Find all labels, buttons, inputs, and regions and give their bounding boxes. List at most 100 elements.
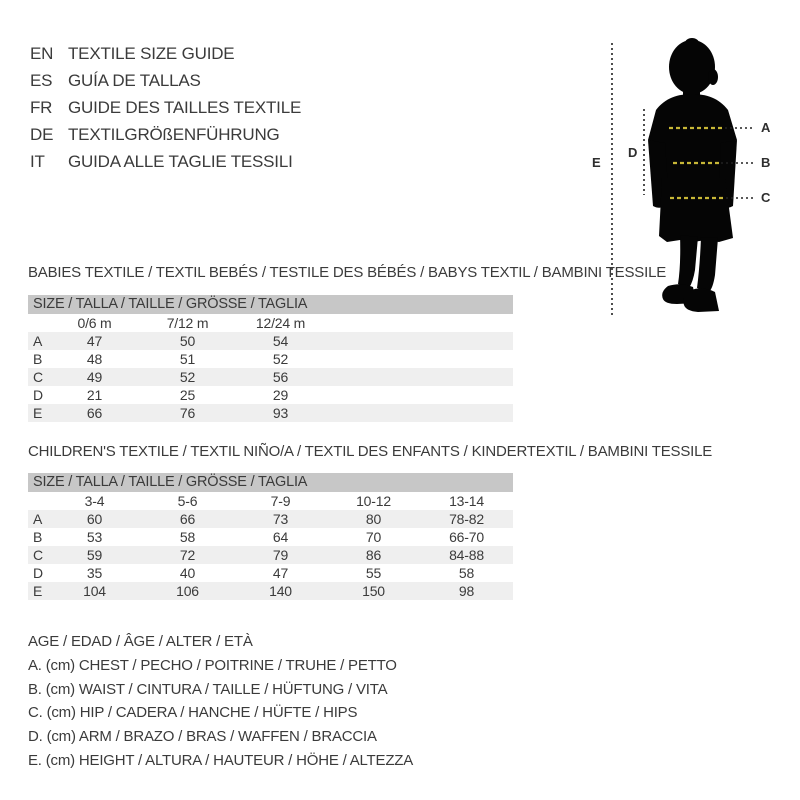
table-cell: 84-88 bbox=[449, 547, 484, 563]
table-cell: 140 bbox=[269, 583, 292, 599]
legend-line-height: E. (cm) HEIGHT / ALTURA / HAUTEUR / HÖHE… bbox=[28, 751, 414, 769]
table-cell: 52 bbox=[179, 369, 196, 385]
row-label: C bbox=[33, 547, 43, 563]
table-cell: 29 bbox=[272, 387, 289, 403]
table-row-E: E 66 76 93 bbox=[28, 404, 513, 422]
table-cell: 21 bbox=[86, 387, 103, 403]
row-label: E bbox=[33, 583, 43, 599]
language-title: GUIDE DES TAILLES TEXTILE bbox=[68, 97, 302, 117]
table-cell: 79 bbox=[272, 547, 289, 563]
column-header-row: 0/6 m 7/12 m 12/24 m bbox=[28, 314, 513, 332]
table-cell: 98 bbox=[458, 583, 475, 599]
children-size-table: SIZE / TALLA / TAILLE / GRÖSSE / TAGLIA … bbox=[28, 473, 513, 600]
row-label: C bbox=[33, 369, 43, 385]
table-cell: 55 bbox=[365, 565, 382, 581]
table-row-A: A 60 66 73 80 78-82 bbox=[28, 510, 513, 528]
legend-line-hip: C. (cm) HIP / CADERA / HANCHE / HÜFTE / … bbox=[28, 704, 358, 722]
table-cell: 59 bbox=[86, 547, 103, 563]
language-title: TEXTILE SIZE GUIDE bbox=[68, 43, 235, 63]
legend-line-chest: A. (cm) CHEST / PECHO / POITRINE / TRUHE… bbox=[28, 656, 397, 674]
table-cell: 35 bbox=[86, 565, 103, 581]
table-cell: 54 bbox=[272, 333, 289, 349]
language-code: ES bbox=[30, 70, 53, 90]
row-label: B bbox=[33, 529, 43, 545]
column-header: 7-9 bbox=[270, 493, 291, 509]
figure-label-D: D bbox=[628, 145, 637, 160]
table-cell: 47 bbox=[86, 333, 103, 349]
figure-label-B: B bbox=[761, 155, 770, 170]
child-silhouette bbox=[648, 38, 737, 312]
size-header-bar: SIZE / TALLA / TAILLE / GRÖSSE / TAGLIA bbox=[28, 295, 513, 314]
table-cell: 50 bbox=[179, 333, 196, 349]
row-label: D bbox=[33, 387, 43, 403]
legend-line-waist: B. (cm) WAIST / CINTURA / TAILLE / HÜFTU… bbox=[28, 680, 388, 698]
table-cell: 80 bbox=[365, 511, 382, 527]
language-row-it: IT GUIDA ALLE TAGLIE TESSILI bbox=[30, 148, 301, 175]
column-header: 3-4 bbox=[84, 493, 105, 509]
table-cell: 25 bbox=[179, 387, 196, 403]
table-cell: 72 bbox=[179, 547, 196, 563]
legend-line-arm: D. (cm) ARM / BRAZO / BRAS / WAFFEN / BR… bbox=[28, 728, 377, 746]
table-cell: 78-82 bbox=[449, 511, 484, 527]
table-cell: 60 bbox=[86, 511, 103, 527]
table-cell: 47 bbox=[272, 565, 289, 581]
language-title: GUIDA ALLE TAGLIE TESSILI bbox=[68, 151, 293, 171]
table-cell: 48 bbox=[86, 351, 103, 367]
table-row-C: C 59 72 79 86 84-88 bbox=[28, 546, 513, 564]
table-row-D: D 35 40 47 55 58 bbox=[28, 564, 513, 582]
table-cell: 66 bbox=[86, 405, 103, 421]
table-cell: 66 bbox=[179, 511, 196, 527]
size-header-bar: SIZE / TALLA / TAILLE / GRÖSSE / TAGLIA bbox=[28, 473, 513, 492]
table-row-E: E 104 106 140 150 98 bbox=[28, 582, 513, 600]
figure-label-E: E bbox=[592, 155, 601, 170]
row-label: A bbox=[33, 511, 43, 527]
language-code: FR bbox=[30, 97, 53, 117]
column-header: 10-12 bbox=[356, 493, 391, 509]
table-cell: 106 bbox=[176, 583, 199, 599]
child-silhouette-figure: A B C D E bbox=[592, 38, 771, 317]
column-header: 0/6 m bbox=[77, 315, 112, 331]
legend-line-age: AGE / EDAD / ÂGE / ALTER / ETÀ bbox=[28, 633, 253, 650]
table-cell: 86 bbox=[365, 547, 382, 563]
measurement-lines bbox=[611, 43, 755, 317]
column-header: 13-14 bbox=[449, 493, 484, 509]
table-row-A: A 47 50 54 bbox=[28, 332, 513, 350]
row-label: E bbox=[33, 405, 43, 421]
language-code: EN bbox=[30, 43, 54, 63]
figure-label-C: C bbox=[761, 190, 771, 205]
language-title: GUÍA DE TALLAS bbox=[68, 70, 201, 90]
table-cell: 58 bbox=[179, 529, 196, 545]
table-cell: 150 bbox=[362, 583, 385, 599]
table-cell: 52 bbox=[272, 351, 289, 367]
table-row-B: B 48 51 52 bbox=[28, 350, 513, 368]
children-section-title: CHILDREN'S TEXTILE / TEXTIL NIÑO/A / TEX… bbox=[28, 443, 713, 460]
table-cell: 70 bbox=[365, 529, 382, 545]
language-row-en: EN TEXTILE SIZE GUIDE bbox=[30, 40, 301, 67]
table-row-C: C 49 52 56 bbox=[28, 368, 513, 386]
table-cell: 51 bbox=[179, 351, 196, 367]
table-cell: 49 bbox=[86, 369, 103, 385]
language-title: TEXTILGRÖßENFÜHRUNG bbox=[68, 124, 280, 144]
table-cell: 40 bbox=[179, 565, 196, 581]
table-cell: 64 bbox=[272, 529, 289, 545]
row-label: D bbox=[33, 565, 43, 581]
table-row-B: B 53 58 64 70 66-70 bbox=[28, 528, 513, 546]
table-cell: 58 bbox=[458, 565, 475, 581]
column-header-row: 3-4 5-6 7-9 10-12 13-14 bbox=[28, 492, 513, 510]
babies-size-table: SIZE / TALLA / TAILLE / GRÖSSE / TAGLIA … bbox=[28, 295, 513, 422]
row-label: A bbox=[33, 333, 43, 349]
language-row-de: DE TEXTILGRÖßENFÜHRUNG bbox=[30, 121, 301, 148]
language-row-fr: FR GUIDE DES TAILLES TEXTILE bbox=[30, 94, 301, 121]
table-cell: 73 bbox=[272, 511, 289, 527]
table-cell: 56 bbox=[272, 369, 289, 385]
table-cell: 53 bbox=[86, 529, 103, 545]
table-cell: 93 bbox=[272, 405, 289, 421]
babies-section-title: BABIES TEXTILE / TEXTIL BEBÉS / TESTILE … bbox=[28, 264, 667, 281]
language-title-list: EN TEXTILE SIZE GUIDE ES GUÍA DE TALLAS … bbox=[30, 40, 301, 175]
language-row-es: ES GUÍA DE TALLAS bbox=[30, 67, 301, 94]
column-header: 12/24 m bbox=[255, 315, 306, 331]
table-cell: 66-70 bbox=[449, 529, 484, 545]
table-cell: 104 bbox=[83, 583, 106, 599]
language-code: IT bbox=[30, 151, 45, 171]
